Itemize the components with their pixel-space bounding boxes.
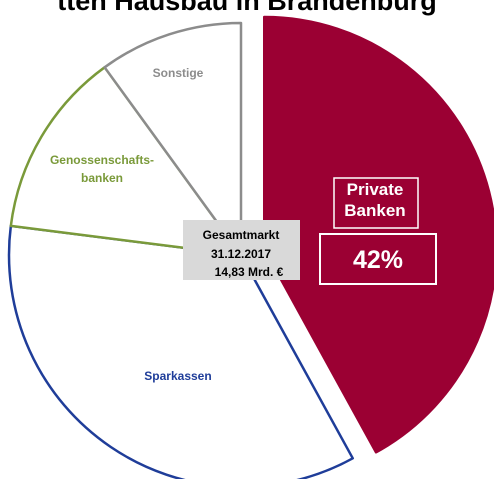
center-box-line2: 31.12.2017: [211, 247, 271, 261]
slice-label-2-line-1: banken: [81, 171, 123, 185]
center-info-box: Gesamtmarkt 31.12.2017 14,83 Mrd. €: [183, 220, 300, 280]
center-box-line1: Gesamtmarkt: [203, 228, 280, 242]
slice-label-0-line-1: Banken: [344, 201, 405, 220]
value-label-box: [319, 233, 437, 285]
slice-label-3-line-0: Sonstige: [153, 66, 204, 80]
slice-label-1-line-0: Sparkassen: [144, 369, 211, 383]
center-box-background: [183, 220, 300, 280]
pie-labels: Private Banken 42% Sparkassen Genossenschaft…: [50, 66, 437, 383]
chart-title: tten Hausbau in Brandenburg: [57, 0, 437, 16]
pie-slice-sparkassen: [7, 224, 355, 479]
slice-label-2-line-0: Genossenschafts-: [50, 153, 154, 167]
pie-slice-genossenschaftsbanken: [9, 66, 243, 257]
slice-label-0-line-0: Private: [347, 180, 404, 199]
pie-slice-sonstige: [103, 21, 243, 257]
slice-value-label: 42%: [353, 246, 403, 274]
private-banken-label-box: [333, 177, 419, 229]
center-box-line3: 14,83 Mrd. €: [215, 265, 284, 279]
